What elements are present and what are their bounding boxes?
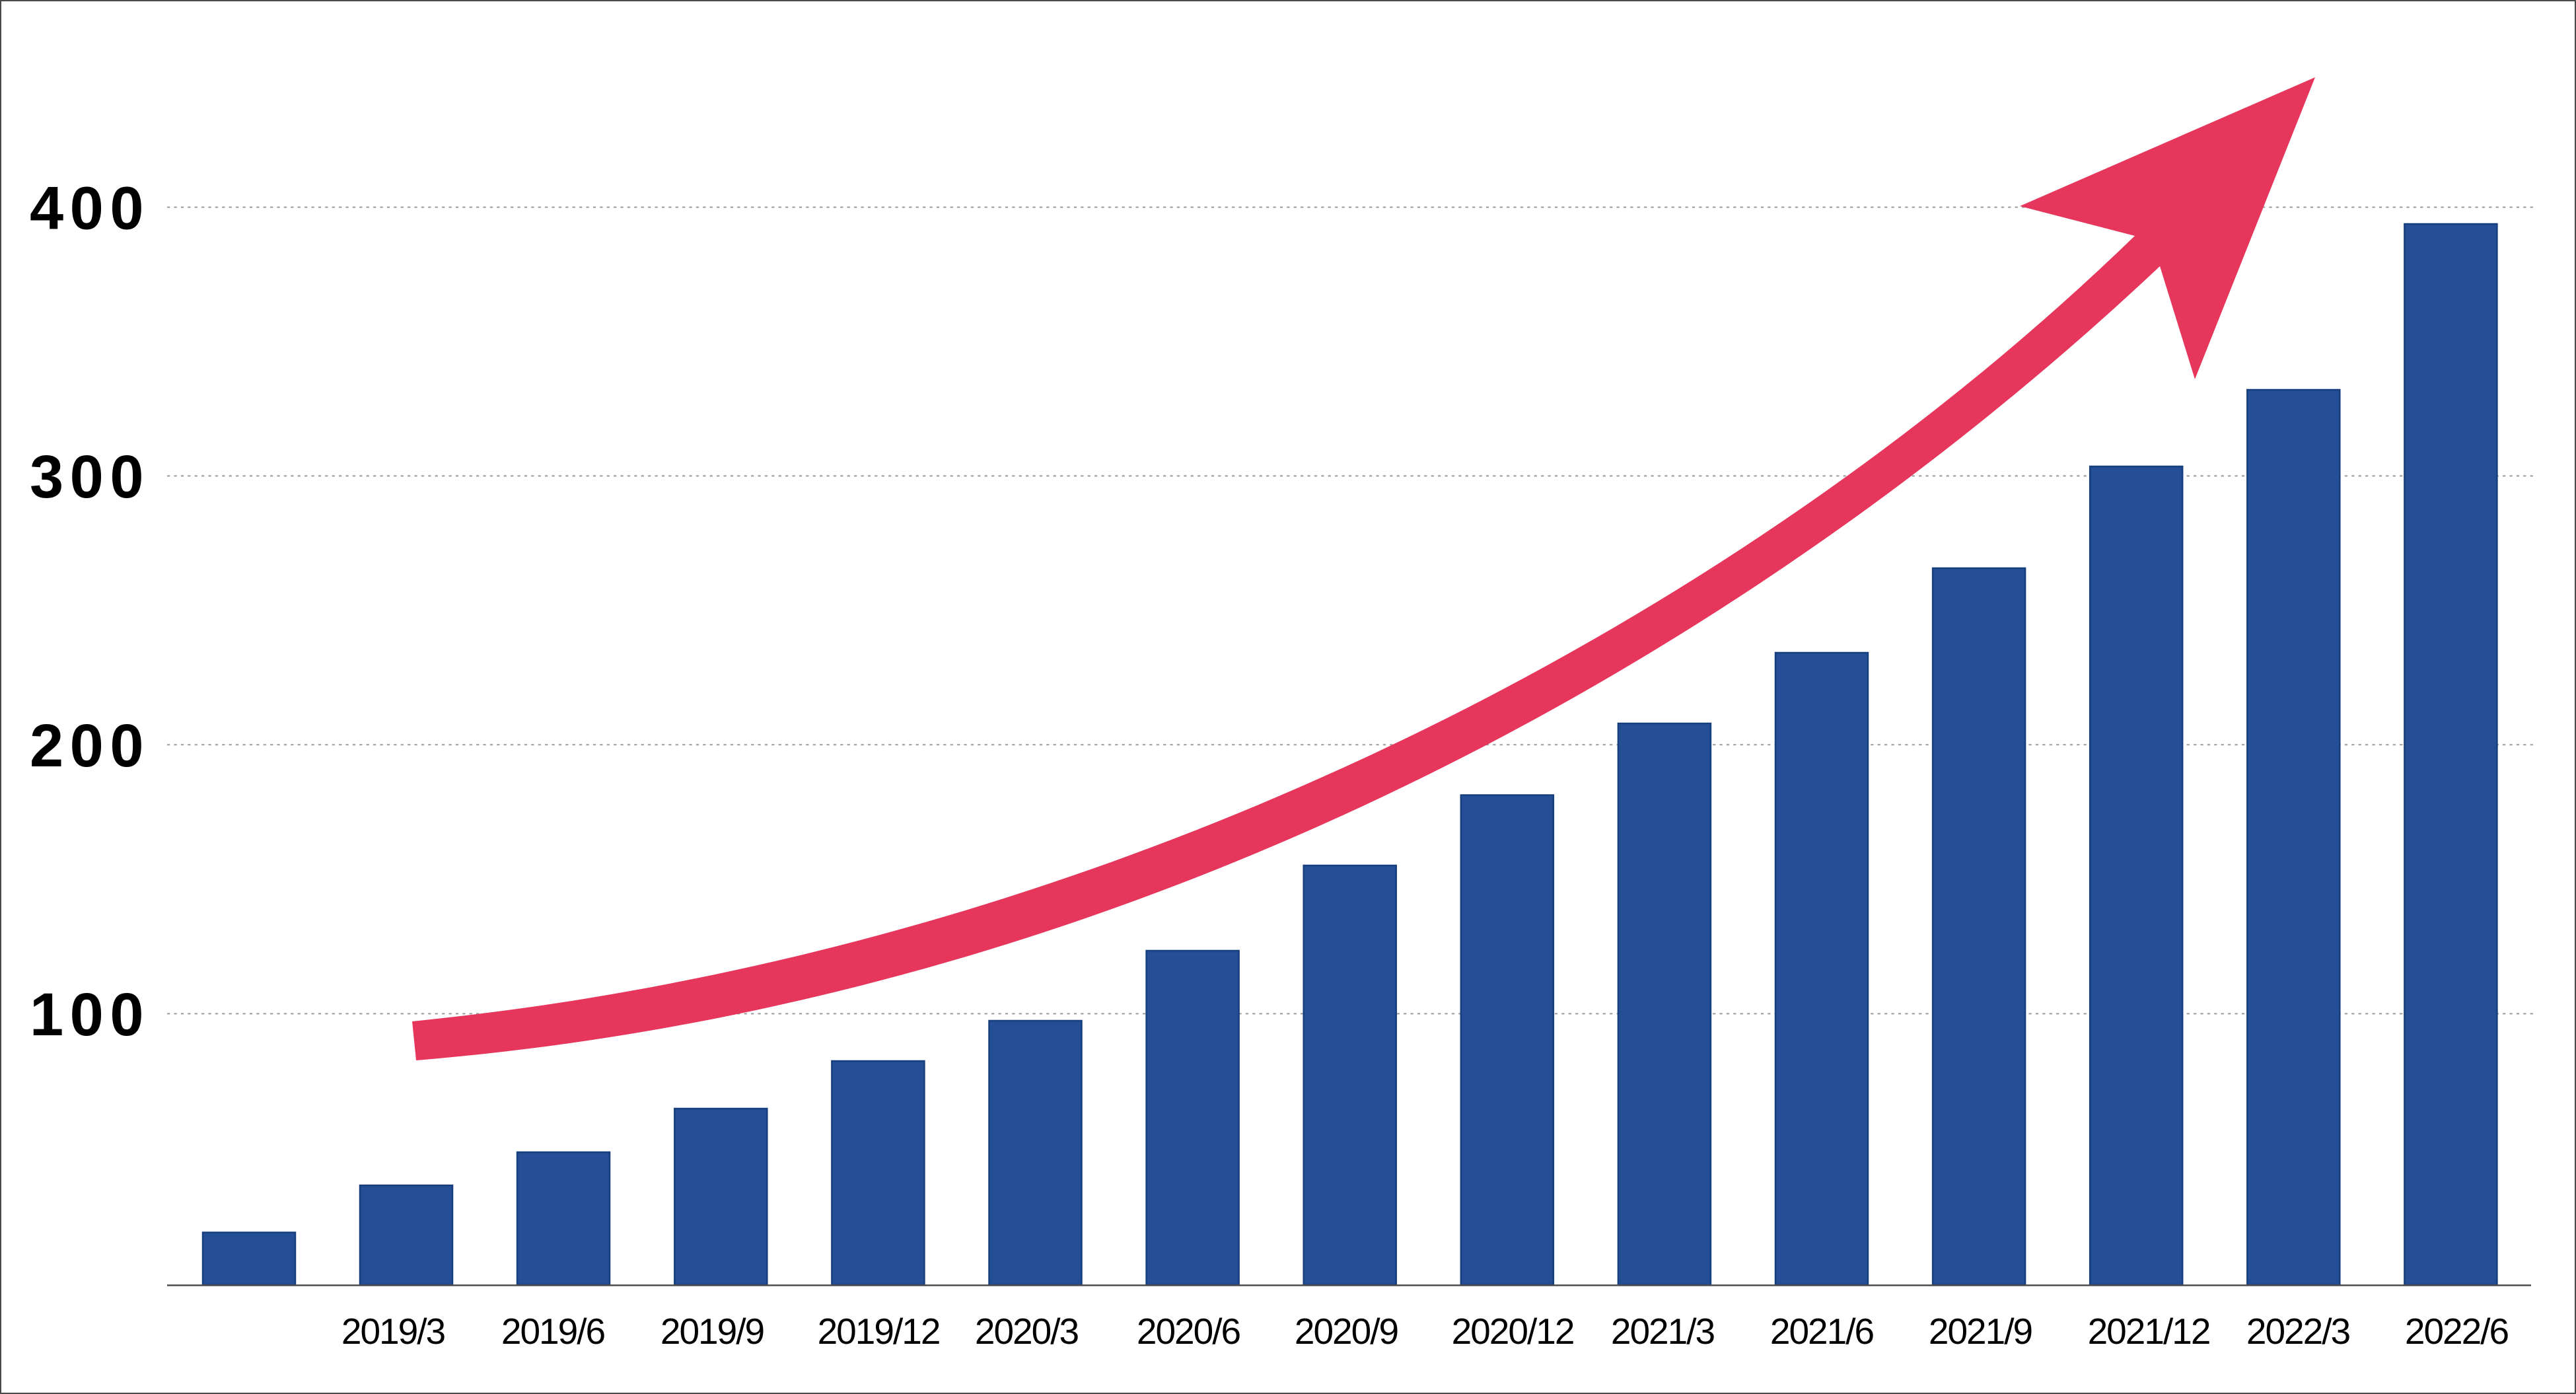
svg-text:2019/9: 2019/9 [661, 1311, 764, 1352]
svg-text:200: 200 [30, 712, 150, 780]
svg-text:2021/3: 2021/3 [1611, 1311, 1715, 1352]
svg-text:2020/6: 2020/6 [1137, 1311, 1240, 1352]
svg-text:2022/6: 2022/6 [2405, 1311, 2509, 1352]
svg-text:300: 300 [30, 443, 150, 511]
svg-text:2019/6: 2019/6 [501, 1311, 605, 1352]
svg-text:2020/3: 2020/3 [975, 1311, 1079, 1352]
svg-text:2021/12: 2021/12 [2088, 1311, 2210, 1352]
svg-text:2020/12: 2020/12 [1452, 1311, 1574, 1352]
svg-text:2019/12: 2019/12 [818, 1311, 940, 1352]
svg-text:100: 100 [30, 981, 150, 1048]
svg-text:400: 400 [30, 174, 150, 242]
svg-text:2021/9: 2021/9 [1929, 1311, 2032, 1352]
svg-text:2019/3: 2019/3 [341, 1311, 445, 1352]
svg-text:2021/6: 2021/6 [1770, 1311, 1874, 1352]
svg-text:2020/9: 2020/9 [1295, 1311, 1398, 1352]
svg-text:2022/3: 2022/3 [2246, 1311, 2350, 1352]
